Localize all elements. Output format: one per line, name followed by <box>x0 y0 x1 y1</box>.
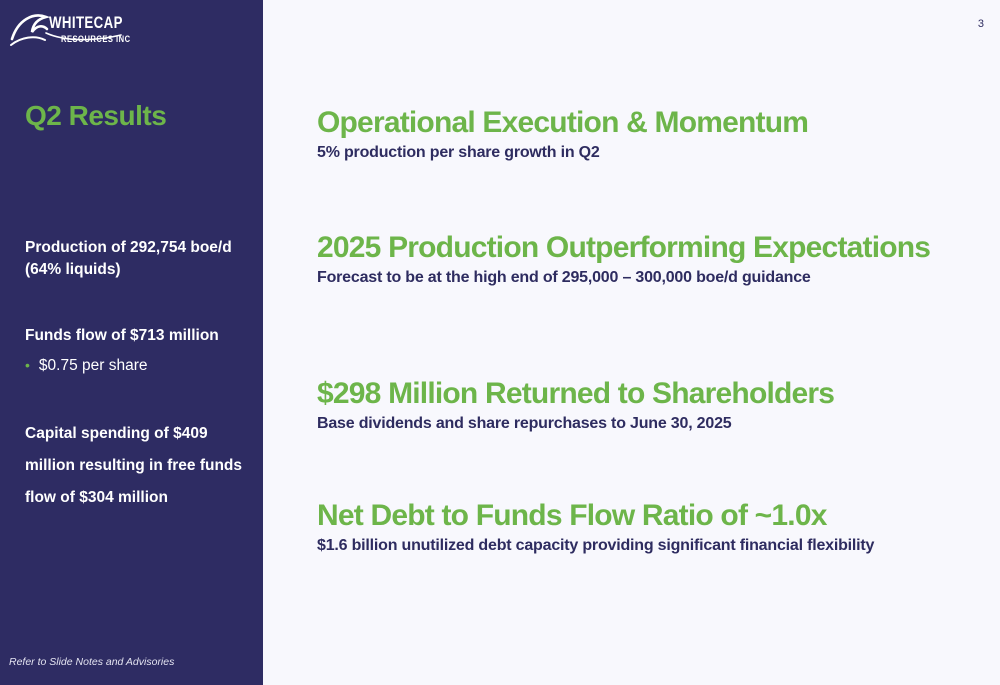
bullet-icon: • <box>25 357 30 373</box>
funds-flow-bullet-row: • $0.75 per share <box>25 356 253 376</box>
wave-icon <box>10 14 122 46</box>
section-headline: 2025 Production Outperforming Expectatio… <box>317 231 931 264</box>
section-headline: Net Debt to Funds Flow Ratio of ~1.0x <box>317 499 827 532</box>
section-subtext: 5% production per share growth in Q2 <box>317 144 600 161</box>
section-subtext: Base dividends and share repurchases to … <box>317 415 732 432</box>
whitecap-logo: WHITECAP RESOURCES INC <box>8 8 130 58</box>
section-subtext: $1.6 billion unutilized debt capacity pr… <box>317 537 875 554</box>
funds-flow-bullet-text: $0.75 per share <box>38 357 148 374</box>
section-returned-to-shareholders: $298 Million Returned to Shareholders Ba… <box>317 375 835 433</box>
capital-line-2: million resulting in free funds <box>25 457 243 474</box>
section-subtext: Forecast to be at the high end of 295,00… <box>317 269 811 286</box>
section-net-debt-ratio: Net Debt to Funds Flow Ratio of ~1.0x $1… <box>317 497 874 555</box>
sidebar-item-production: Production of 292,754 boe/d (64% liquids… <box>25 237 253 281</box>
sidebar-item-capital-spending: Capital spending of $409 million resulti… <box>25 418 265 514</box>
sidebar-item-funds-flow: Funds flow of $713 million • $0.75 per s… <box>25 326 253 376</box>
funds-flow-heading: Funds flow of $713 million <box>25 327 219 344</box>
sidebar: WHITECAP RESOURCES INC Q2 Results Produc… <box>0 0 263 685</box>
section-production-outperforming: 2025 Production Outperforming Expectatio… <box>317 229 931 287</box>
section-operational-execution: Operational Execution & Momentum 5% prod… <box>317 104 809 162</box>
section-headline: Operational Execution & Momentum <box>317 106 809 139</box>
logo-wordmark: WHITECAP <box>49 13 123 32</box>
production-line-2: (64% liquids) <box>25 261 121 278</box>
capital-line-1: Capital spending of $409 <box>25 425 208 442</box>
capital-line-3: flow of $304 million <box>25 489 168 506</box>
sidebar-title: Q2 Results <box>25 100 167 131</box>
production-line-1: Production of 292,754 boe/d <box>25 239 232 256</box>
logo-subtext: RESOURCES INC <box>61 34 131 44</box>
slide-footnote: Refer to Slide Notes and Advisories <box>9 656 175 668</box>
page-number: 3 <box>977 18 984 30</box>
main-content: 3 Operational Execution & Momentum 5% pr… <box>263 0 1000 685</box>
section-headline: $298 Million Returned to Shareholders <box>317 377 835 410</box>
